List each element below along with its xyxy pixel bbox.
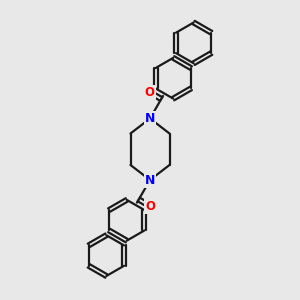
Text: O: O <box>146 200 155 213</box>
Text: N: N <box>145 173 155 187</box>
Text: N: N <box>145 112 155 125</box>
Text: O: O <box>145 86 154 99</box>
